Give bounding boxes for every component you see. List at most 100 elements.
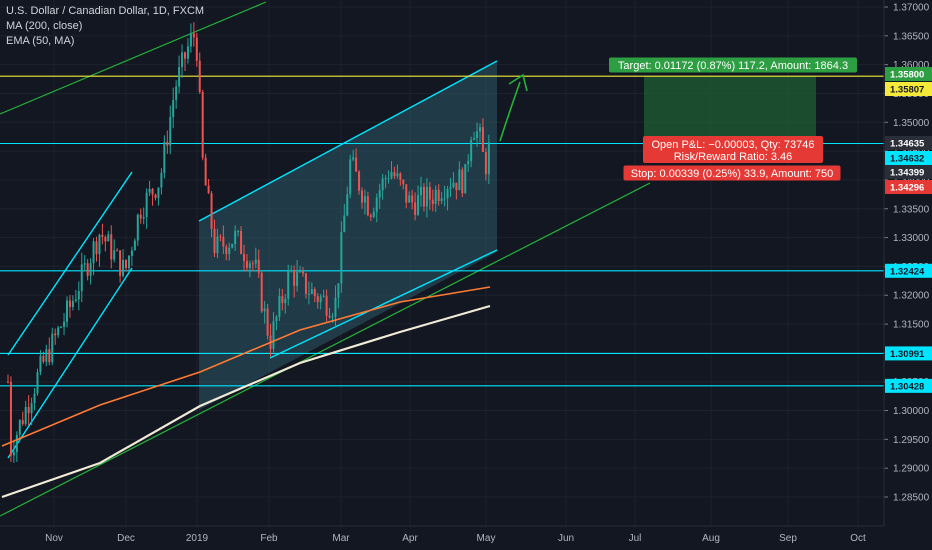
y-tick-label: 1.33000 xyxy=(893,233,930,244)
candle-body xyxy=(481,127,484,153)
candle-body xyxy=(151,188,154,195)
candle-body xyxy=(402,179,405,185)
y-tick-label: 1.30000 xyxy=(893,406,930,417)
x-tick-label: Jun xyxy=(558,533,574,544)
pnl-box-bg xyxy=(643,136,823,163)
x-tick-label: Apr xyxy=(402,533,418,544)
price-tag: 1.34632 xyxy=(890,154,924,165)
price-tag-bg xyxy=(885,346,932,361)
price-axis[interactable]: 1.285001.290001.295001.300001.305001.310… xyxy=(883,0,932,526)
candle-body xyxy=(86,263,89,276)
ema50-legend[interactable]: EMA (50, MA) xyxy=(6,35,75,47)
candle-body xyxy=(154,194,157,198)
candle-body xyxy=(186,46,189,59)
candle-body xyxy=(449,187,452,190)
x-tick-label: Mar xyxy=(332,533,350,544)
y-tick-label: 1.29000 xyxy=(893,464,930,475)
candle-body xyxy=(213,228,216,254)
candle-body xyxy=(225,246,228,255)
candle-body xyxy=(7,381,9,383)
candle-body xyxy=(487,142,490,175)
candle-body xyxy=(484,152,487,175)
x-tick-label: Nov xyxy=(45,533,63,544)
candle-body xyxy=(272,321,275,349)
candle-body xyxy=(399,173,402,180)
candle-body xyxy=(302,271,304,274)
candle-body xyxy=(263,308,266,312)
candle-body xyxy=(27,406,30,414)
candle-body xyxy=(68,300,71,307)
candle-body xyxy=(296,271,299,286)
ema-50-line xyxy=(1,286,491,447)
candle-body xyxy=(452,182,455,188)
candle-body xyxy=(422,186,425,207)
candle-body xyxy=(275,316,278,322)
candle-body xyxy=(437,189,440,202)
candle-body xyxy=(36,372,39,394)
candle-body xyxy=(328,315,331,318)
time-axis[interactable]: Nov Dec 2019 Feb Mar Apr May Jun Jul Aug Sep Oct xyxy=(0,525,884,544)
candle-body xyxy=(260,272,263,312)
candle-body xyxy=(222,236,225,247)
candle-body xyxy=(393,172,396,177)
candle-body xyxy=(142,217,145,219)
price-tag: 1.32424 xyxy=(890,266,925,277)
candle-body xyxy=(304,273,307,294)
candle-body xyxy=(470,139,473,162)
y-tick-label: 1.29500 xyxy=(893,435,930,446)
ma-200-line xyxy=(1,304,491,499)
candle-body xyxy=(160,173,163,188)
candle-body xyxy=(198,60,201,92)
early-channel-upper xyxy=(7,171,133,356)
candle-body xyxy=(396,173,399,177)
candle-body xyxy=(57,327,60,336)
candle-body xyxy=(107,234,110,242)
price-tag-bg xyxy=(885,151,932,165)
candle-body xyxy=(248,263,251,268)
candle-body xyxy=(331,316,334,318)
candle-body xyxy=(54,333,57,336)
candle-body xyxy=(201,91,204,158)
candle-body xyxy=(319,296,322,303)
candle-body xyxy=(322,295,325,297)
candle-body xyxy=(74,299,77,301)
x-tick-label: Sep xyxy=(779,533,797,544)
channel-upper-line xyxy=(198,60,498,222)
candle-body xyxy=(349,159,352,195)
candle-body xyxy=(228,247,231,255)
candle-body xyxy=(42,355,45,362)
candle-body xyxy=(343,215,346,233)
candle-body xyxy=(479,127,481,132)
candle-body xyxy=(192,33,195,38)
symbol-title[interactable]: U.S. Dollar / Canadian Dollar, 1D, FXCM xyxy=(6,5,205,17)
candle-body xyxy=(136,214,139,241)
candle-body xyxy=(122,259,125,276)
candle-body xyxy=(358,171,361,191)
candle-body xyxy=(310,289,313,294)
candle-body xyxy=(51,333,54,363)
candle-body xyxy=(63,321,66,327)
candle-body xyxy=(119,250,122,276)
candle-body xyxy=(390,172,393,179)
long-trendline xyxy=(0,182,651,517)
candle-body xyxy=(284,298,287,304)
candle-body xyxy=(428,186,431,200)
candle-body xyxy=(77,291,80,300)
risk-reward-label: Risk/Reward Ratio: 3.46 xyxy=(674,151,793,163)
candle-body xyxy=(316,296,319,303)
ma200-legend[interactable]: MA (200, close) xyxy=(6,20,83,32)
candle-body xyxy=(139,214,142,219)
candle-body xyxy=(21,420,24,424)
candle-body xyxy=(178,67,181,87)
candle-body xyxy=(440,198,443,202)
candle-body xyxy=(48,349,51,363)
x-tick-label: Aug xyxy=(702,533,720,544)
candle-body xyxy=(461,169,464,194)
candle-body xyxy=(104,236,107,242)
candle-body xyxy=(417,195,420,215)
candle-body xyxy=(337,283,340,298)
candle-body xyxy=(66,300,68,322)
candle-body xyxy=(210,193,213,229)
candle-body xyxy=(24,406,27,424)
